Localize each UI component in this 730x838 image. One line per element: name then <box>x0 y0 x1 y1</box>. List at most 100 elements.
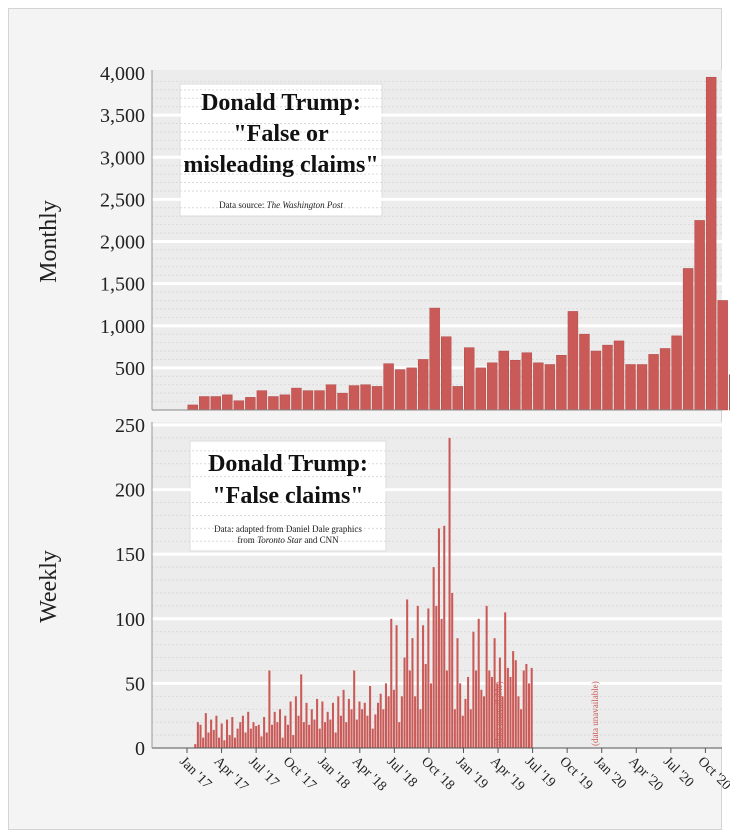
weekly-bar <box>202 737 205 748</box>
weekly-bar <box>429 683 433 748</box>
weekly-bar <box>212 729 215 748</box>
weekly-bar <box>437 528 440 748</box>
monthly-bar <box>302 390 314 411</box>
monthly-title-box <box>179 83 383 217</box>
weekly-bar <box>289 701 292 748</box>
monthly-bar <box>625 364 636 411</box>
weekly-bar <box>530 667 533 748</box>
weekly-bar <box>342 689 345 748</box>
weekly-bar <box>313 719 316 748</box>
weekly-y-tick-label: 150 <box>115 544 145 566</box>
weekly-bar <box>467 676 470 748</box>
weekly-bar <box>273 711 276 748</box>
x-tick-label: Oct '20 <box>695 754 730 793</box>
monthly-title-line: Donald Trump: <box>201 90 361 116</box>
weekly-bar <box>302 722 305 748</box>
weekly-y-tick-label: 100 <box>115 609 145 631</box>
weekly-bar <box>387 696 390 748</box>
monthly-bar <box>222 394 233 411</box>
monthly-bar <box>705 76 717 411</box>
weekly-bar <box>520 709 523 748</box>
monthly-bar <box>533 362 544 411</box>
weekly-bar <box>199 724 202 748</box>
weekly-bar <box>310 709 313 748</box>
weekly-bar <box>504 612 507 748</box>
weekly-bar <box>498 657 501 748</box>
monthly-title-line: "False or <box>233 121 329 147</box>
x-tick-label: Jul '18 <box>384 754 420 790</box>
monthly-bar <box>429 307 440 411</box>
weekly-y-tick-label: 200 <box>115 480 145 502</box>
monthly-bar <box>717 300 728 411</box>
weekly-y-axis-title: Weekly <box>36 550 62 623</box>
weekly-bar <box>406 599 409 748</box>
weekly-bar <box>210 719 213 748</box>
weekly-bar <box>517 696 520 748</box>
weekly-bar <box>512 651 515 748</box>
monthly-bar <box>452 386 463 411</box>
weekly-bar <box>308 724 311 748</box>
weekly-bar <box>400 696 403 748</box>
weekly-bar <box>411 638 414 748</box>
weekly-y-tick-label: 0 <box>135 738 145 760</box>
weekly-bar <box>271 724 274 748</box>
weekly-bar <box>403 657 406 748</box>
weekly-bar <box>384 683 387 748</box>
weekly-bar <box>244 732 247 748</box>
weekly-bar <box>207 732 210 748</box>
monthly-bar <box>510 360 521 411</box>
weekly-bar <box>305 702 308 748</box>
monthly-bar <box>268 396 279 411</box>
weekly-bar <box>249 728 252 748</box>
weekly-bar <box>480 689 483 748</box>
x-tick-label: Apr '17 <box>211 754 251 794</box>
monthly-bar <box>648 354 659 411</box>
weekly-bar <box>353 670 356 748</box>
weekly-bar <box>366 715 369 748</box>
weekly-bar <box>464 698 467 748</box>
weekly-bar <box>435 605 438 748</box>
weekly-bar <box>369 685 372 748</box>
monthly-bar <box>556 354 567 411</box>
monthly-bar <box>613 340 625 411</box>
x-tick-label: Jul '19 <box>522 754 558 790</box>
weekly-bar <box>281 737 284 748</box>
monthly-bar <box>256 390 268 411</box>
weekly-bar <box>488 670 491 748</box>
monthly-bar <box>694 220 705 411</box>
monthly-bar <box>233 400 245 411</box>
weekly-bar <box>228 735 231 748</box>
weekly-bar <box>324 722 327 748</box>
weekly-bar <box>223 740 226 748</box>
weekly-bar <box>379 693 382 748</box>
weekly-bar <box>398 722 401 748</box>
weekly-bar <box>241 715 244 748</box>
weekly-y-tick-label: 50 <box>125 673 145 695</box>
weekly-bar <box>522 670 525 748</box>
weekly-bar <box>196 722 199 748</box>
weekly-bar <box>321 701 324 748</box>
monthly-bar <box>659 348 671 411</box>
weekly-bar <box>239 722 242 748</box>
x-tick-label: Oct '17 <box>280 754 319 793</box>
weekly-bar <box>416 605 419 748</box>
x-tick-label: Jan '19 <box>453 754 491 792</box>
weekly-bar <box>514 660 517 748</box>
monthly-title-line: misleading claims" <box>183 152 378 178</box>
weekly-bar <box>284 715 287 748</box>
weekly-y-tick-label: 250 <box>115 415 145 437</box>
monthly-bar <box>406 367 417 411</box>
weekly-bar <box>278 709 282 748</box>
weekly-bar <box>472 631 475 748</box>
monthly-bar <box>360 384 371 411</box>
monthly-bar <box>314 390 325 411</box>
monthly-data-source: Data source: The Washington Post <box>219 200 343 210</box>
weekly-bar <box>300 674 303 748</box>
weekly-bar <box>361 709 364 748</box>
weekly-bar <box>255 726 258 748</box>
weekly-bar <box>422 625 425 748</box>
weekly-bar <box>408 670 411 748</box>
x-tick-label: Jan '18 <box>314 754 352 792</box>
monthly-bar <box>567 311 579 411</box>
